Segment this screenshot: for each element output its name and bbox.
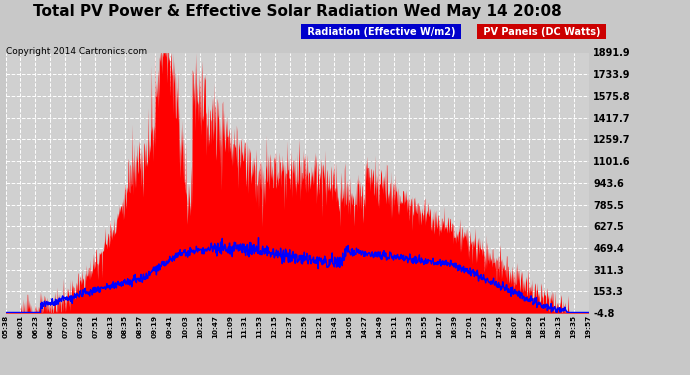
- Text: 15:55: 15:55: [421, 315, 427, 338]
- Text: 14:05: 14:05: [346, 315, 353, 338]
- Text: 05:38: 05:38: [3, 315, 8, 338]
- Text: 06:45: 06:45: [48, 315, 53, 338]
- Text: 10:25: 10:25: [197, 315, 203, 338]
- Text: 12:37: 12:37: [286, 315, 293, 338]
- Text: 06:23: 06:23: [32, 315, 39, 338]
- Text: 08:57: 08:57: [137, 315, 143, 338]
- Text: 19:57: 19:57: [586, 315, 591, 338]
- Text: 12:15: 12:15: [272, 315, 277, 338]
- Text: 10:47: 10:47: [212, 315, 218, 338]
- Text: 17:01: 17:01: [466, 315, 472, 338]
- Text: 16:17: 16:17: [436, 315, 442, 338]
- Text: 12:59: 12:59: [302, 315, 308, 338]
- Text: 07:51: 07:51: [92, 315, 98, 338]
- Text: 13:43: 13:43: [331, 315, 337, 338]
- Text: 07:29: 07:29: [77, 315, 83, 338]
- Text: 06:01: 06:01: [17, 315, 23, 338]
- Text: 18:07: 18:07: [511, 315, 517, 338]
- Text: 19:35: 19:35: [571, 315, 577, 338]
- Text: 08:35: 08:35: [122, 315, 128, 338]
- Text: 15:33: 15:33: [406, 315, 412, 338]
- Text: 16:39: 16:39: [451, 315, 457, 338]
- Text: 19:13: 19:13: [555, 315, 562, 338]
- Text: 11:09: 11:09: [227, 315, 233, 338]
- Text: 11:31: 11:31: [241, 315, 248, 338]
- Text: 14:49: 14:49: [376, 315, 382, 338]
- Text: 17:45: 17:45: [496, 315, 502, 338]
- Text: 14:27: 14:27: [362, 315, 367, 338]
- Text: PV Panels (DC Watts): PV Panels (DC Watts): [480, 27, 604, 37]
- Text: 13:21: 13:21: [317, 315, 322, 338]
- Text: 15:11: 15:11: [391, 315, 397, 338]
- Text: 10:03: 10:03: [182, 315, 188, 338]
- Text: 17:23: 17:23: [481, 315, 487, 338]
- Text: 18:51: 18:51: [541, 315, 546, 338]
- Text: Radiation (Effective W/m2): Radiation (Effective W/m2): [304, 27, 458, 37]
- Text: Copyright 2014 Cartronics.com: Copyright 2014 Cartronics.com: [6, 47, 147, 56]
- Text: 08:13: 08:13: [107, 315, 113, 338]
- Text: Total PV Power & Effective Solar Radiation Wed May 14 20:08: Total PV Power & Effective Solar Radiati…: [32, 4, 562, 19]
- Text: 18:29: 18:29: [526, 315, 532, 338]
- Text: 07:07: 07:07: [62, 315, 68, 338]
- Text: 11:53: 11:53: [257, 315, 263, 338]
- Text: 09:41: 09:41: [167, 315, 173, 338]
- Text: 09:19: 09:19: [152, 315, 158, 338]
